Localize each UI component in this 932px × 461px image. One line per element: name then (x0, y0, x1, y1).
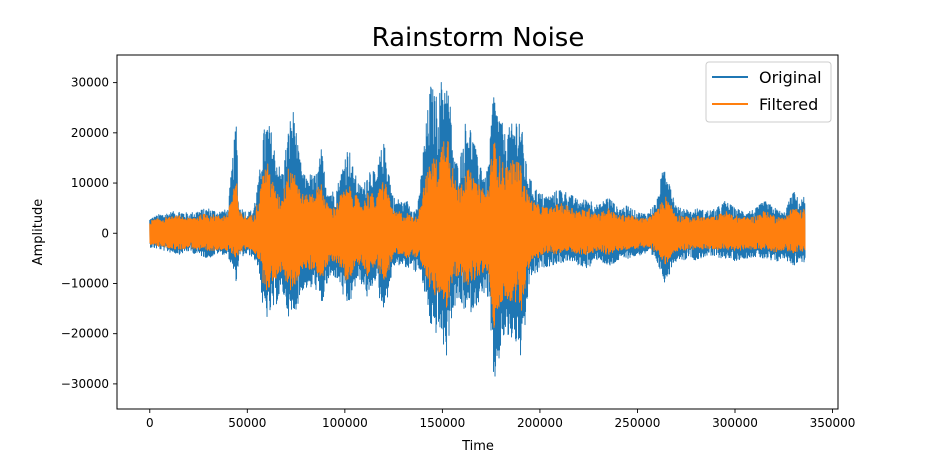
legend-label-filtered: Filtered (759, 95, 818, 114)
chart-title: Rainstorm Noise (372, 23, 585, 53)
x-tick-label: 250000 (615, 416, 661, 430)
plot-area (149, 82, 806, 377)
y-tick-label: 10000 (71, 176, 109, 190)
x-tick-label: 50000 (228, 416, 266, 430)
x-tick-label: 350000 (810, 416, 856, 430)
y-tick-label: 20000 (71, 126, 109, 140)
x-axis-label: Time (461, 439, 494, 454)
x-tick-label: 100000 (322, 416, 368, 430)
y-tick-label: 30000 (71, 76, 109, 90)
x-axis: 0 50000 100000 150000 200000 250000 300000 3500… (146, 409, 855, 430)
y-tick-label: −30000 (61, 377, 109, 391)
y-tick-label: −20000 (61, 327, 109, 341)
series-filtered-line (149, 141, 806, 328)
legend-label-original: Original (759, 68, 822, 87)
y-axis: −30000 −20000 −10000 0 10000 20000 30000 (61, 76, 117, 391)
y-axis-label: Amplitude (31, 199, 46, 266)
axes-frame (116, 54, 839, 410)
y-tick-label: 0 (101, 226, 109, 240)
x-tick-label: 300000 (712, 416, 758, 430)
x-tick-label: 0 (146, 416, 154, 430)
y-tick-label: −10000 (61, 276, 109, 290)
x-tick-label: 200000 (517, 416, 563, 430)
legend: Original Filtered (705, 61, 832, 123)
x-tick-label: 150000 (419, 416, 465, 430)
